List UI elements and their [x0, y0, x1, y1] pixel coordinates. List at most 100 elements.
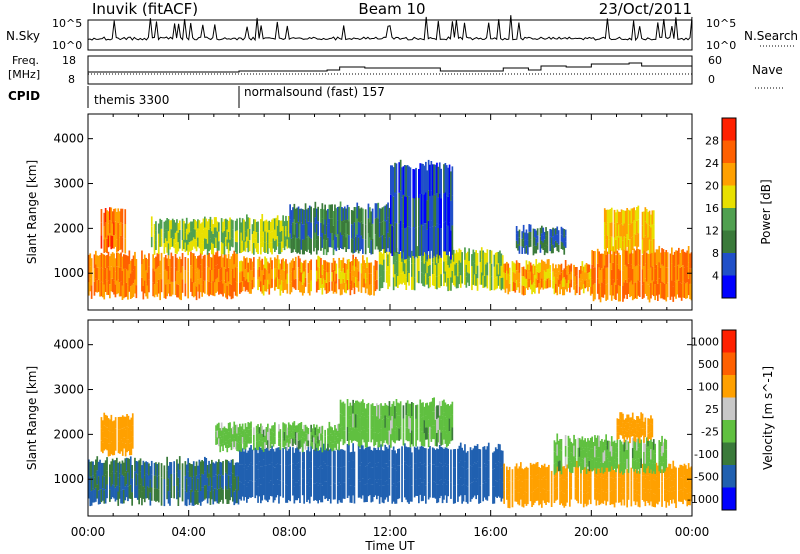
- power-cell: [398, 192, 401, 224]
- velocity-cell: [99, 474, 101, 490]
- power-cell: [296, 238, 298, 254]
- power-cell: [405, 264, 408, 278]
- velocity-cell: [146, 474, 149, 487]
- power-cell: [619, 285, 621, 302]
- power-cell: [392, 226, 395, 256]
- velocity-cell: [441, 400, 444, 416]
- power-cell: [181, 218, 184, 230]
- power-cell: [166, 283, 168, 297]
- velocity-cell: [332, 430, 335, 437]
- velocity-cell: [636, 423, 638, 431]
- power-cell: [392, 167, 395, 197]
- velocity-cell: [138, 474, 140, 490]
- velocity-cell: [352, 443, 354, 461]
- velocity-cell: [317, 450, 319, 469]
- velocity-cell: [285, 465, 287, 485]
- power-cell: [264, 256, 266, 269]
- power-cell: [204, 227, 206, 239]
- velocity-cell: [585, 467, 588, 481]
- velocity-cell: [246, 486, 248, 503]
- velocity-cell: [603, 474, 606, 488]
- power-cell: [415, 227, 417, 257]
- power-cell: [213, 282, 216, 297]
- velocity-cell: [654, 453, 656, 464]
- velocity-cell: [613, 495, 616, 508]
- power-cell: [157, 252, 160, 267]
- power-cell: [548, 278, 550, 288]
- power-cell: [267, 232, 269, 244]
- velocity-cell: [243, 484, 245, 501]
- velocity-cell: [536, 474, 539, 488]
- velocity-cell: [169, 491, 171, 506]
- velocity-cell: [177, 491, 180, 506]
- velocity-cell: [434, 466, 437, 483]
- velocity-cell: [213, 476, 216, 489]
- power-cell: [296, 222, 298, 239]
- velocity-cell: [492, 452, 494, 470]
- velocity-cell: [689, 480, 691, 493]
- power-cell: [686, 266, 689, 283]
- velocity-cell: [436, 419, 438, 433]
- velocity-cell: [102, 488, 104, 501]
- velocity-cell: [384, 428, 387, 441]
- power-cell: [88, 254, 90, 269]
- power-cell: [405, 196, 408, 228]
- velocity-cell: [643, 488, 645, 502]
- power-cell: [489, 263, 491, 278]
- power-cell: [564, 260, 567, 270]
- power-cell: [562, 228, 564, 236]
- power-cell: [366, 257, 368, 268]
- power-cell: [573, 281, 575, 290]
- power-cell: [254, 229, 257, 239]
- power-cell: [150, 226, 153, 237]
- velocity-cell: [553, 440, 556, 452]
- velocity-cell: [500, 450, 503, 468]
- power-cell: [598, 251, 600, 268]
- power-cell: [109, 220, 111, 234]
- power-cell: [422, 225, 424, 256]
- velocity-cell: [255, 433, 258, 442]
- velocity-cell: [665, 449, 668, 459]
- power-cell: [213, 237, 216, 248]
- velocity-cell: [617, 432, 620, 439]
- velocity-cell: [254, 464, 257, 482]
- velocity-cell: [237, 427, 240, 436]
- velocity-cell: [369, 446, 371, 463]
- power-cell: [671, 280, 673, 297]
- power-cell: [518, 263, 521, 273]
- velocity-cell: [662, 442, 665, 453]
- velocity-cell: [243, 442, 245, 450]
- power-cell: [129, 273, 132, 287]
- power-cell: [301, 263, 304, 274]
- velocity-cell: [268, 447, 271, 465]
- velocity-cell: [437, 417, 440, 430]
- velocity-cell: [204, 485, 206, 500]
- power-cell: [280, 280, 283, 291]
- power-cell: [156, 267, 159, 283]
- power-cell: [399, 252, 402, 263]
- power-cell: [426, 273, 429, 285]
- power-cell: [634, 250, 637, 267]
- velocity-cell: [556, 433, 559, 445]
- power-cell: [580, 266, 582, 274]
- power-cell: [276, 266, 279, 278]
- power-cell: [602, 268, 605, 284]
- power-cell: [452, 273, 455, 286]
- velocity-cell: [419, 399, 422, 414]
- velocity-cell: [661, 494, 663, 507]
- power-cell: [683, 282, 686, 298]
- power-cell: [114, 234, 117, 247]
- velocity-cell: [95, 473, 97, 488]
- power-cell: [451, 258, 454, 271]
- power-cell: [160, 252, 163, 266]
- velocity-cell: [103, 437, 106, 451]
- velocity-cell: [197, 491, 199, 505]
- velocity-cell: [550, 482, 553, 495]
- velocity-cell: [121, 460, 124, 475]
- power-cell: [213, 217, 216, 228]
- power-cell: [499, 250, 501, 264]
- power-cell: [247, 229, 250, 241]
- power-cell: [327, 223, 329, 238]
- velocity-cell: [541, 479, 543, 494]
- power-cell: [514, 273, 517, 283]
